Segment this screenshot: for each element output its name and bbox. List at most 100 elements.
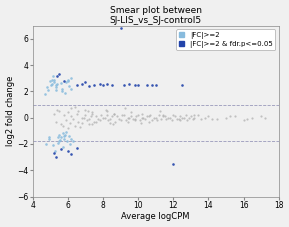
Point (66, 149, 70, 152)
Point (92, 120, 97, 123)
Point (164, 117, 168, 121)
Point (97, 118, 102, 122)
Point (56, 141, 60, 144)
Point (85, 118, 90, 122)
Point (115, 115, 119, 118)
Point (250, 116, 255, 119)
Point (167, 116, 172, 119)
Point (199, 117, 204, 121)
Point (227, 115, 232, 118)
Point (53, 120, 58, 123)
Point (74, 112, 79, 116)
Point (80, 82, 84, 85)
Point (95, 117, 100, 121)
Point (108, 121, 112, 125)
Point (59, 81, 64, 85)
Point (76, 109, 81, 113)
Point (86, 109, 90, 113)
Point (178, 115, 183, 118)
Point (129, 111, 134, 114)
Point (55, 135, 60, 138)
Point (120, 113, 125, 117)
Point (118, 27, 123, 30)
Point (78, 125, 82, 129)
Point (51, 74, 55, 77)
Point (66, 79, 70, 83)
Point (62, 137, 66, 141)
Point (139, 116, 144, 119)
Point (183, 113, 188, 117)
Point (122, 83, 126, 87)
Point (103, 108, 108, 112)
Point (138, 121, 143, 125)
Point (188, 115, 193, 118)
Point (69, 115, 74, 118)
X-axis label: Average logCPM: Average logCPM (121, 212, 190, 222)
Point (139, 112, 144, 116)
Point (71, 117, 75, 121)
Point (171, 113, 176, 117)
Point (83, 80, 88, 84)
Point (65, 140, 69, 143)
Point (99, 113, 103, 117)
Point (206, 115, 211, 118)
Point (138, 118, 142, 122)
Point (66, 111, 70, 114)
Point (87, 117, 91, 121)
Point (175, 117, 179, 121)
Point (53, 155, 58, 159)
Point (147, 120, 151, 123)
Point (178, 118, 183, 122)
Point (57, 109, 62, 113)
Point (136, 113, 140, 117)
Point (210, 117, 214, 121)
Point (57, 72, 62, 76)
Point (90, 111, 95, 114)
Point (83, 113, 88, 117)
Point (81, 116, 86, 119)
Point (66, 84, 71, 88)
Point (60, 132, 65, 135)
Point (160, 113, 165, 117)
Point (122, 113, 126, 117)
Point (51, 112, 56, 116)
Point (127, 116, 132, 119)
Point (123, 118, 128, 122)
Point (262, 116, 267, 119)
Point (160, 115, 165, 118)
Legend: |FC|>=2, |FC|>=2 & fdr.p<=0.05: |FC|>=2, |FC|>=2 & fdr.p<=0.05 (177, 29, 275, 50)
Point (143, 117, 147, 121)
Point (129, 115, 134, 118)
Point (190, 117, 195, 121)
Point (66, 126, 70, 130)
Point (67, 121, 72, 125)
Point (104, 109, 109, 113)
Point (48, 79, 53, 83)
Point (111, 112, 116, 116)
Point (144, 115, 149, 118)
Y-axis label: log2 fold change: log2 fold change (5, 76, 14, 146)
Point (180, 83, 184, 87)
Point (111, 112, 116, 116)
Title: Smear plot between
SJ-LIS_vs_SJ-control5: Smear plot between SJ-LIS_vs_SJ-control5 (110, 5, 202, 25)
Point (53, 83, 58, 87)
Point (58, 138, 62, 142)
Point (118, 118, 123, 122)
Point (166, 116, 170, 119)
Point (80, 121, 84, 125)
Point (97, 82, 102, 85)
Point (59, 122, 63, 126)
Point (89, 122, 94, 126)
Point (153, 83, 158, 87)
Point (47, 136, 52, 139)
Point (136, 83, 140, 87)
Point (55, 82, 60, 85)
Point (131, 117, 135, 121)
Point (196, 113, 200, 117)
Point (103, 116, 107, 119)
Point (171, 162, 176, 165)
Point (101, 83, 105, 87)
Point (104, 82, 109, 85)
Point (45, 86, 49, 89)
Point (43, 92, 47, 96)
